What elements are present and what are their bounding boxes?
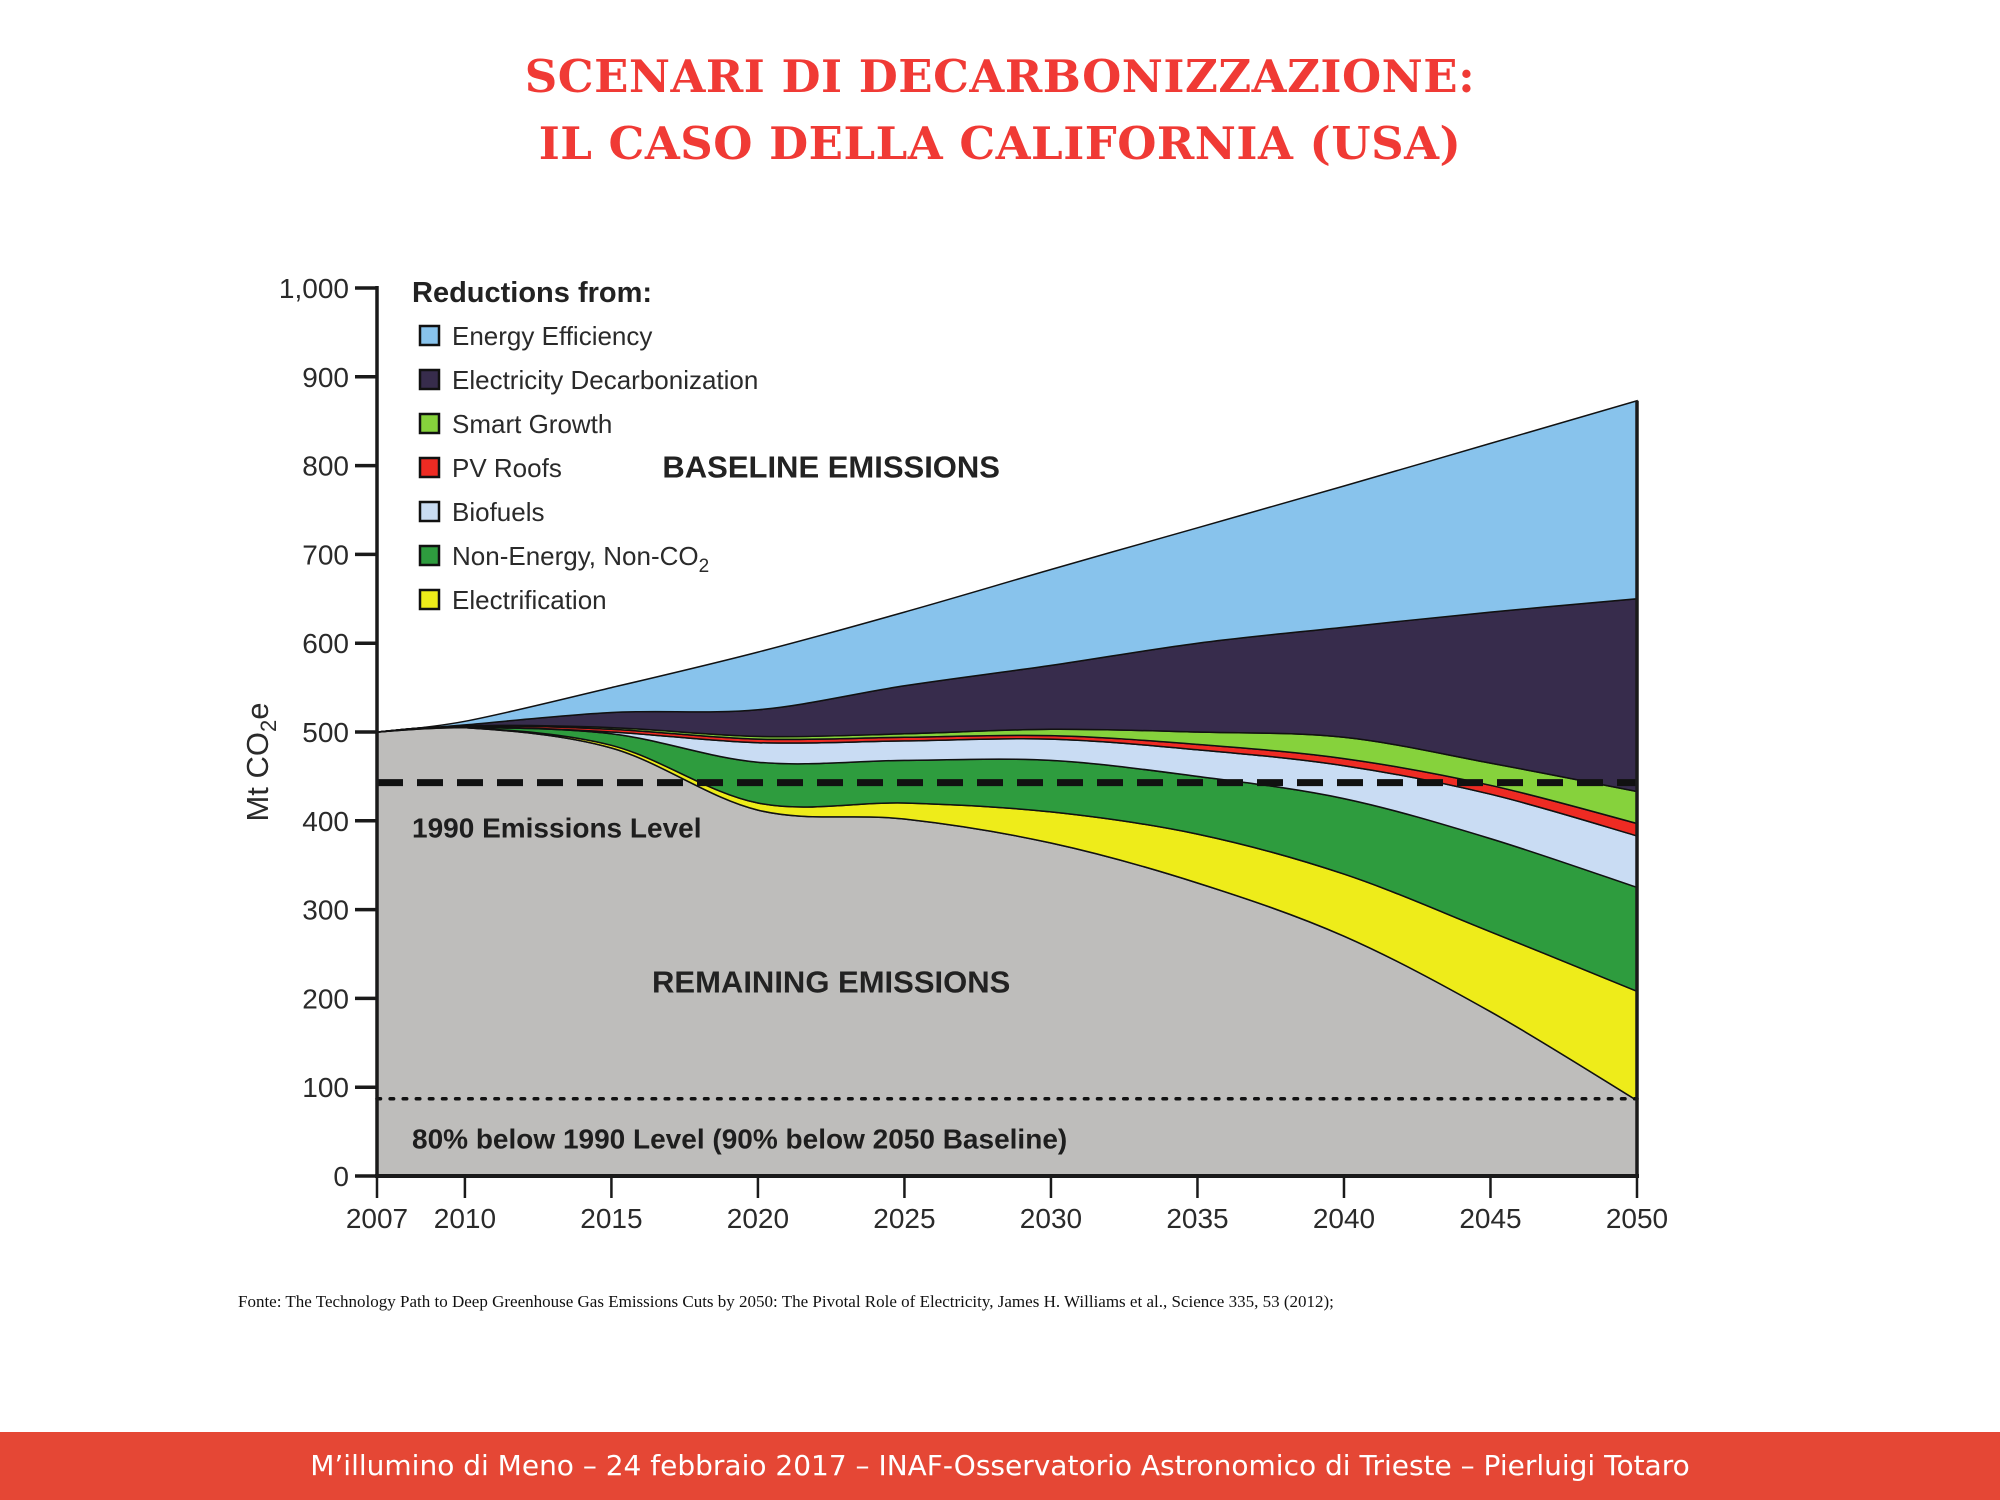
reference-label-80-below-1990-level-90-below-2050-baseline: 80% below 1990 Level (90% below 2050 Bas…: [412, 1124, 1067, 1155]
y-tick-label: 200: [302, 983, 349, 1014]
y-tick-label: 400: [302, 806, 349, 837]
x-tick-label: 2010: [434, 1203, 496, 1234]
source-citation: Fonte: The Technology Path to Deep Green…: [238, 1292, 1334, 1311]
legend-label: Non-Energy, Non-CO2: [452, 541, 709, 577]
y-tick-label: 0: [333, 1161, 349, 1192]
legend-label: Electrification: [452, 585, 607, 615]
x-tick-label: 2015: [580, 1203, 642, 1234]
x-tick-label: 2025: [873, 1203, 935, 1234]
legend-swatch: [418, 368, 441, 391]
axes: 0 100 200 300 400 500 600 700 800 900 1,000 2007 201…: [240, 273, 1668, 1234]
legend-swatch: [418, 588, 441, 611]
x-tick-label: 2040: [1313, 1203, 1375, 1234]
y-tick-label: 500: [302, 717, 349, 748]
y-tick-label: 900: [302, 362, 349, 393]
y-tick-label: 700: [302, 539, 349, 570]
slide-title-line-1: SCENARI DI DECARBONIZZAZIONE:: [524, 50, 1476, 103]
legend-swatch: [418, 412, 441, 435]
legend-title: Reductions from:: [412, 277, 652, 309]
footer-text: M’illumino di Meno – 24 febbraio 2017 – …: [310, 1449, 1690, 1482]
x-tick-label: 2030: [1020, 1203, 1082, 1234]
legend-item-non-energy-non-co: Non-Energy, Non-CO2: [418, 541, 709, 577]
legend-swatch: [418, 456, 441, 479]
y-tick-label: 600: [302, 628, 349, 659]
legend-label: Energy Efficiency: [452, 321, 652, 351]
y-axis-label: Mt CO2e: [240, 702, 281, 821]
legend-item-smart-growth: Smart Growth: [418, 409, 612, 439]
slide-title-line-2: IL CASO DELLA CALIFORNIA (USA): [538, 117, 1462, 170]
legend-item-biofuels: Biofuels: [418, 497, 545, 527]
y-tick-label: 800: [302, 451, 349, 482]
x-tick-label: 2007: [346, 1203, 408, 1234]
x-tick-label: 2045: [1459, 1203, 1521, 1234]
legend-swatch: [418, 324, 441, 347]
legend-item-electrification: Electrification: [418, 585, 607, 615]
area-layers: [376, 399, 1638, 1177]
legend-label: PV Roofs: [452, 453, 562, 483]
legend: Reductions from: Energy Efficiency Electri…: [412, 277, 758, 615]
annotations: BASELINE EMISSIONS REMAINING EMISSIONS: [652, 450, 1010, 1000]
legend-item-electricity-decarbonization: Electricity Decarbonization: [418, 365, 758, 395]
y-tick-label: 300: [302, 895, 349, 926]
legend-item-pv-roofs: PV Roofs: [418, 453, 562, 483]
legend-item-energy-efficiency: Energy Efficiency: [418, 321, 652, 351]
reference-lines: 1990 Emissions Level 80% below 1990 Level…: [375, 779, 1639, 1155]
reference-label-1990-emissions-level: 1990 Emissions Level: [412, 813, 702, 844]
x-tick-label: 2035: [1166, 1203, 1228, 1234]
legend-label: Electricity Decarbonization: [452, 365, 758, 395]
y-tick-label: 100: [302, 1072, 349, 1103]
emissions-chart: 1990 Emissions Level 80% below 1990 Level…: [240, 273, 1668, 1234]
annotation-baseline-emissions: BASELINE EMISSIONS: [662, 450, 1000, 485]
y-tick-label: 1,000: [279, 273, 349, 304]
legend-label: Smart Growth: [452, 409, 612, 439]
x-tick-label: 2050: [1606, 1203, 1668, 1234]
x-tick-label: 2020: [727, 1203, 789, 1234]
footer-bar: M’illumino di Meno – 24 febbraio 2017 – …: [0, 1432, 2000, 1500]
legend-swatch: [418, 544, 441, 567]
legend-swatch: [418, 500, 441, 523]
legend-label: Biofuels: [452, 497, 545, 527]
annotation-remaining-emissions: REMAINING EMISSIONS: [652, 965, 1010, 1000]
